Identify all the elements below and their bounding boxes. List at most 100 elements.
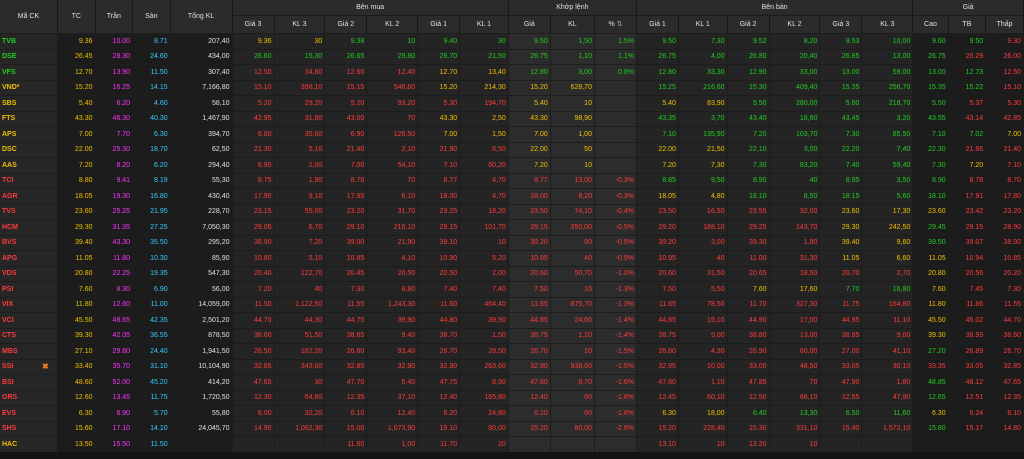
- col-sell-vol-1[interactable]: KL 1: [678, 15, 728, 34]
- col-high[interactable]: Cao: [912, 15, 949, 34]
- cell-sym[interactable]: HCM: [0, 219, 58, 235]
- cell-sym[interactable]: TVS: [0, 203, 58, 220]
- cell-sym[interactable]: SHS: [0, 420, 58, 437]
- cell-s-v2: 60,00: [769, 343, 821, 359]
- cell-sym[interactable]: PSI: [0, 281, 58, 297]
- cell-avg: 26.29: [948, 48, 987, 65]
- col-sell-price-3[interactable]: Giá 3: [819, 15, 863, 34]
- cell-s-p2: 6.40: [727, 405, 770, 421]
- cell-high: 7.60: [912, 281, 949, 297]
- table-row[interactable]: SBS 5.40 6.20 4.60 58,10 5.20 29,20 5.20 93,20 5.…: [0, 95, 1024, 111]
- cell-b-v1: 21,50: [459, 48, 509, 65]
- col-buy-vol-2[interactable]: KL 2: [366, 15, 419, 34]
- cell-s-v1: 10: [678, 436, 728, 452]
- cell-sym[interactable]: AGR: [0, 188, 58, 204]
- table-row[interactable]: BVS 39.40 43.30 35.50 295,20 38.90 7,20 39.00 21…: [0, 234, 1024, 251]
- table-row[interactable]: FTS 43.30 46.30 40.30 1,467,90 42.95 31,90 43.0…: [0, 110, 1024, 127]
- cell-sym[interactable]: EVS: [0, 405, 58, 421]
- cell-sym[interactable]: MBS: [0, 343, 58, 359]
- table-row[interactable]: VND* 15.20 16.25 14.15 7,166,80 15.10 398,10 15…: [0, 79, 1024, 96]
- cell-sym[interactable]: APG: [0, 250, 58, 266]
- cell-sym[interactable]: APS: [0, 126, 58, 142]
- cell-sym[interactable]: HAC: [0, 436, 58, 452]
- cell-sym[interactable]: VDS: [0, 265, 58, 282]
- col-sell-price-1[interactable]: Giá 1: [636, 15, 679, 34]
- table-row[interactable]: BSI 48.60 52.00 45.20 414,20 47.65 30 47.70 5,40…: [0, 374, 1024, 390]
- table-row[interactable]: VFS 12.70 13.90 11.50 307,40 12.50 34,80 12.60 1…: [0, 64, 1024, 80]
- cell-sym[interactable]: VCI: [0, 312, 58, 328]
- col-sell-price-2[interactable]: Giá 2: [727, 15, 770, 34]
- table-row[interactable]: TVB 9.36 10.00 8.71 207,40 9.36 30 9.38 10 9.40 30…: [0, 33, 1024, 49]
- cell-sym[interactable]: VIX: [0, 296, 58, 313]
- cell-sym[interactable]: DSE: [0, 48, 58, 65]
- cell-sym[interactable]: SBS: [0, 95, 58, 111]
- cell-value: 10: [584, 285, 592, 293]
- table-row[interactable]: HAC 13.50 15.50 11.50 11.60 1,00 11.70 20 13.10 1…: [0, 436, 1024, 452]
- cell-value: 19.35: [150, 270, 168, 278]
- table-row[interactable]: PSI 7.60 8.30 6.90 56,00 7.20 40 7.30 8,80 7.40 7,…: [0, 281, 1024, 297]
- cell-sym[interactable]: SSI ✖: [0, 358, 58, 375]
- cell-sym[interactable]: DSC: [0, 141, 58, 158]
- col-symbol[interactable]: Mã CK: [0, 0, 58, 34]
- col-match-vol[interactable]: KL: [550, 15, 595, 34]
- cell-value: 12.35: [346, 394, 365, 402]
- cell-sym[interactable]: FTS: [0, 110, 58, 127]
- col-ceil[interactable]: Trần: [95, 0, 134, 34]
- col-sell-vol-2[interactable]: KL 2: [769, 15, 821, 34]
- col-ref[interactable]: TC: [57, 0, 96, 34]
- cell-sym[interactable]: AAS: [0, 157, 58, 173]
- col-buy-vol-3[interactable]: KL 3: [274, 15, 326, 34]
- table-row[interactable]: TVS 23.60 25.25 21.95 228,70 23.15 55,00 23.20 3…: [0, 203, 1024, 220]
- col-buy-price-2[interactable]: Giá 2: [324, 15, 368, 34]
- col-avg[interactable]: TB: [948, 15, 987, 34]
- table-row[interactable]: APS 7.00 7.70 6.30 394,70 6.80 35,60 6.90 126,50…: [0, 126, 1024, 142]
- cell-low: 17.80: [985, 188, 1024, 204]
- table-row[interactable]: CTS 39.30 42.05 36.55 878,50 38.60 51,50 38.65 9…: [0, 327, 1024, 344]
- table-row[interactable]: ORS 12.60 13.45 11.75 1,720,50 12.30 64,60 12.3…: [0, 389, 1024, 406]
- cell-sym[interactable]: TVB: [0, 33, 58, 49]
- col-sell-vol-3[interactable]: KL 3: [861, 15, 914, 34]
- symbol-label: EVS: [2, 409, 17, 417]
- table-row[interactable]: VIX 11.80 12.60 11.00 14,059,00 11.50 1,122,50…: [0, 296, 1024, 313]
- col-buy-vol-1[interactable]: KL 1: [459, 15, 509, 34]
- cell-sym[interactable]: TCI: [0, 172, 58, 189]
- cell-s-v3: 30,10: [861, 358, 914, 375]
- cell-sym[interactable]: CTS: [0, 327, 58, 344]
- col-floor[interactable]: Sàn: [132, 0, 171, 34]
- cell-value: 1,243,30: [387, 301, 416, 309]
- col-buy-price-3[interactable]: Giá 3: [232, 15, 275, 34]
- col-total[interactable]: Tổng KL: [170, 0, 233, 34]
- cell-sym[interactable]: VFS: [0, 64, 58, 80]
- cell-value: 8.80: [78, 177, 93, 185]
- cell-s-p1: 15.20: [636, 420, 679, 437]
- table-row[interactable]: EVS 6.30 6.90 5.70 55,80 6.00 32,20 6.10 12,40 6.…: [0, 405, 1024, 421]
- cell-value: 33.00: [749, 363, 767, 371]
- cell-sym[interactable]: BSI: [0, 374, 58, 390]
- table-row[interactable]: AAS 7.20 8.20 6.20 294,40 6.90 2,00 7.00 54,10 7.…: [0, 157, 1024, 173]
- cell-sym[interactable]: ORS: [0, 389, 58, 406]
- table-row[interactable]: VCI 45.50 48.65 42.35 2,501,20 44.70 44,30 44.7…: [0, 312, 1024, 328]
- table-row[interactable]: HCM 29.30 31.35 27.25 7,050,30 29.05 6,70 29.10…: [0, 219, 1024, 235]
- cell-value: 45.02: [965, 316, 984, 324]
- col-buy-price-1[interactable]: Giá 1: [417, 15, 461, 34]
- table-row[interactable]: TCI 8.80 9.41 8.19 55,30 8.75 1,90 8.76 70 8.77 4,…: [0, 172, 1024, 189]
- cell-sym[interactable]: BVS: [0, 234, 58, 251]
- table-row[interactable]: SSI ✖ 33.40 35.70 31.10 10,104,90 32.85 343,00 3…: [0, 358, 1024, 375]
- col-match-pct[interactable]: % ⇅: [594, 15, 637, 34]
- table-row[interactable]: DSC 22.00 25.30 18.70 62,50 21.30 5,10 21.40 2,1…: [0, 141, 1024, 158]
- table-row[interactable]: AGR 18.05 19.30 16.80 430,40 17.90 9,10 17.95 6,…: [0, 188, 1024, 204]
- col-low[interactable]: Thấp: [985, 15, 1024, 34]
- cell-value: 7.60: [752, 285, 767, 293]
- cell-value: 26.80: [749, 53, 767, 61]
- col-match-price[interactable]: Giá: [508, 15, 551, 34]
- table-row[interactable]: APG 11.05 11.80 10.30 85,90 10.80 5,10 10.85 4,1…: [0, 250, 1024, 266]
- cell-value: 45.20: [150, 378, 168, 386]
- table-row[interactable]: DSE 26.45 28.30 24.60 434,00 26.60 15,30 26.65 2…: [0, 48, 1024, 65]
- table-row[interactable]: SHS 15.60 17.10 14.10 24,045,70 14.90 1,062,30…: [0, 420, 1024, 437]
- close-x-icon[interactable]: ✖: [42, 361, 49, 371]
- cell-sym[interactable]: VND*: [0, 79, 58, 96]
- table-row[interactable]: VDS 20.80 22.25 19.35 547,30 20.40 122,70 20.45…: [0, 265, 1024, 282]
- table-row[interactable]: MBS 27.10 29.80 24.40 1,941,50 26.50 182,20 26.…: [0, 343, 1024, 359]
- cell-value: 23.60: [74, 208, 93, 216]
- cell-s-v2: 33,00: [769, 64, 821, 80]
